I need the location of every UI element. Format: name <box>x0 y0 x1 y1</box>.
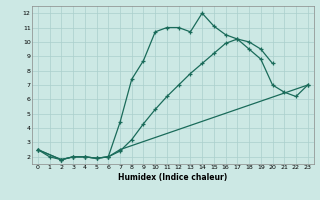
X-axis label: Humidex (Indice chaleur): Humidex (Indice chaleur) <box>118 173 228 182</box>
